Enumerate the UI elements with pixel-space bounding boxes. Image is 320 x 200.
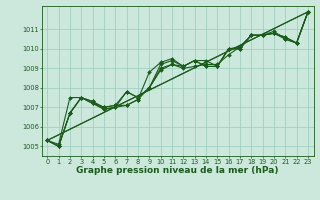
X-axis label: Graphe pression niveau de la mer (hPa): Graphe pression niveau de la mer (hPa) xyxy=(76,166,279,175)
